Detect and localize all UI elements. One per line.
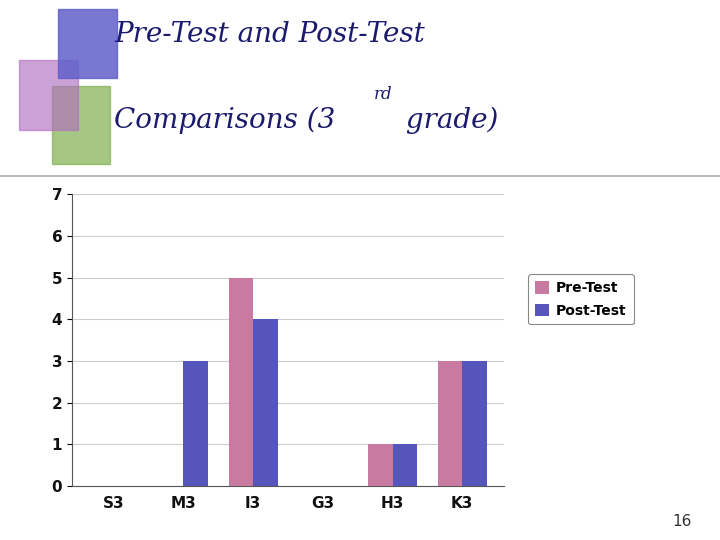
Bar [438, 361, 462, 486]
Bar [58, 9, 117, 78]
Text: Pre-Test and Post-Test: Pre-Test and Post-Test [114, 21, 425, 48]
Bar [368, 444, 392, 486]
Legend: Pre-Test, Post-Test: Pre-Test, Post-Test [528, 274, 634, 325]
Bar [184, 361, 208, 486]
Bar [52, 86, 110, 164]
Bar [392, 444, 417, 486]
Bar [462, 361, 487, 486]
Bar [229, 278, 253, 486]
Text: rd: rd [374, 86, 392, 103]
Text: Comparisons (3: Comparisons (3 [114, 107, 336, 134]
Bar [19, 60, 78, 130]
Text: grade): grade) [397, 107, 498, 134]
Bar [253, 319, 277, 486]
Text: 16: 16 [672, 514, 691, 529]
